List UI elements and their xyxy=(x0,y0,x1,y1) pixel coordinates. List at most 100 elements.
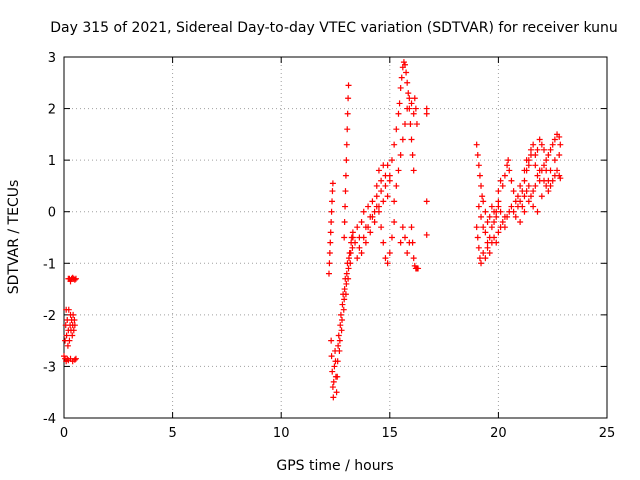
data-point xyxy=(335,332,342,339)
data-point xyxy=(474,151,481,158)
data-point xyxy=(391,219,398,226)
data-point xyxy=(71,317,78,324)
data-point xyxy=(397,84,404,91)
y-axis: -4 -3 -2 -1 0 1 2 3 xyxy=(43,51,607,427)
data-point xyxy=(345,82,352,89)
data-point xyxy=(423,110,430,117)
data-point xyxy=(499,182,506,189)
data-point xyxy=(527,151,534,158)
data-point xyxy=(334,358,341,365)
data-point xyxy=(423,198,430,205)
data-point xyxy=(327,229,334,236)
data-point xyxy=(409,239,416,246)
data-point xyxy=(343,270,350,277)
data-point xyxy=(488,203,495,210)
data-point xyxy=(488,224,495,231)
data-point xyxy=(409,151,416,158)
data-point xyxy=(475,203,482,210)
data-point xyxy=(347,249,354,256)
data-point xyxy=(71,322,78,329)
data-point xyxy=(326,260,333,267)
data-point xyxy=(557,141,564,148)
data-point xyxy=(337,322,344,329)
y-tick-label: -2 xyxy=(43,309,56,324)
data-point xyxy=(407,121,414,128)
data-point xyxy=(341,219,348,226)
data-point xyxy=(402,121,409,128)
data-point xyxy=(478,213,485,220)
data-point xyxy=(342,172,349,179)
data-point xyxy=(493,208,500,215)
data-point xyxy=(525,198,532,205)
data-point xyxy=(328,337,335,344)
data-point xyxy=(398,74,405,81)
data-point xyxy=(397,239,404,246)
data-point xyxy=(384,193,391,200)
data-point xyxy=(530,141,537,148)
data-point xyxy=(341,296,348,303)
data-point xyxy=(328,219,335,226)
data-point xyxy=(365,203,372,210)
data-point xyxy=(344,110,351,117)
data-point xyxy=(525,182,532,189)
data-point xyxy=(549,141,556,148)
data-point xyxy=(345,265,352,272)
data-point xyxy=(504,162,511,169)
data-point xyxy=(343,157,350,164)
data-point xyxy=(71,276,78,283)
x-tick-label: 20 xyxy=(490,426,507,441)
data-point xyxy=(510,188,517,195)
data-point xyxy=(486,213,493,220)
data-point xyxy=(478,182,485,189)
data-point xyxy=(413,121,420,128)
data-point xyxy=(501,224,508,231)
data-point xyxy=(497,177,504,184)
data-point xyxy=(396,100,403,107)
data-point xyxy=(534,172,541,179)
data-point xyxy=(551,136,558,143)
data-point xyxy=(484,219,491,226)
data-point xyxy=(397,151,404,158)
data-point xyxy=(342,291,349,298)
y-tick-label: -3 xyxy=(43,360,56,375)
data-point xyxy=(491,219,498,226)
data-point xyxy=(330,378,337,385)
data-point xyxy=(386,172,393,179)
y-tick-label: 3 xyxy=(48,51,56,66)
data-point xyxy=(347,260,354,267)
data-point xyxy=(339,301,346,308)
data-point xyxy=(378,224,385,231)
x-tick-label: 0 xyxy=(60,426,68,441)
data-point xyxy=(495,203,502,210)
data-point xyxy=(423,231,430,238)
data-point xyxy=(541,162,548,169)
data-point xyxy=(415,265,422,272)
data-point xyxy=(408,136,415,143)
data-point xyxy=(373,203,380,210)
data-point xyxy=(64,342,71,349)
data-point xyxy=(495,229,502,236)
data-point xyxy=(501,172,508,179)
y-tick-label: -1 xyxy=(43,257,56,272)
data-point xyxy=(71,356,78,363)
data-point xyxy=(399,136,406,143)
data-point xyxy=(556,151,563,158)
data-point xyxy=(404,105,411,112)
data-point xyxy=(521,193,528,200)
data-point xyxy=(405,90,412,97)
plot-frame xyxy=(63,56,608,419)
data-point xyxy=(391,198,398,205)
data-point xyxy=(517,182,524,189)
data-point xyxy=(393,126,400,133)
data-point xyxy=(380,239,387,246)
data-point xyxy=(354,224,361,231)
data-point xyxy=(549,177,556,184)
x-axis-label: GPS time / hours xyxy=(276,458,393,474)
data-point xyxy=(541,177,548,184)
data-point xyxy=(373,182,380,189)
data-point xyxy=(403,69,410,76)
chart-title: Day 315 of 2021, Sidereal Day-to-day VTE… xyxy=(50,20,618,36)
data-point xyxy=(395,110,402,117)
data-point xyxy=(349,234,356,241)
data-point xyxy=(369,213,376,220)
